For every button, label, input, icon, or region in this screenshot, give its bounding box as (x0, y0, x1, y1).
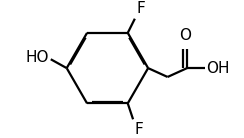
Text: OH: OH (206, 61, 230, 76)
Text: F: F (137, 1, 145, 16)
Text: HO: HO (26, 50, 49, 65)
Text: F: F (135, 122, 143, 137)
Text: O: O (179, 28, 191, 43)
